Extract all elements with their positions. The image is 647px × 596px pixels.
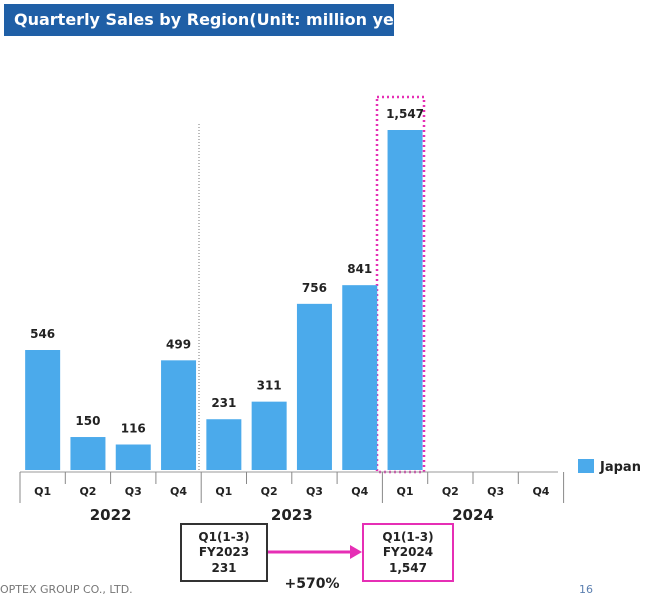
comparison-box-fy2023 bbox=[180, 523, 268, 582]
bar-4 bbox=[161, 360, 197, 470]
comparison-box-fy2024 bbox=[362, 523, 454, 582]
footer-company: OPTEX GROUP CO., LTD. bbox=[0, 583, 133, 596]
category-label-8: Q4 bbox=[351, 485, 368, 498]
comparison-fy2024-line3: 1,547 bbox=[389, 561, 427, 575]
category-label-3: Q3 bbox=[125, 485, 142, 498]
legend-label-japan: Japan bbox=[599, 460, 641, 475]
category-label-6: Q2 bbox=[261, 485, 278, 498]
bar-value-label-8: 841 bbox=[347, 262, 372, 276]
bar-value-label-4: 499 bbox=[166, 337, 191, 351]
bar-value-label-1: 546 bbox=[30, 327, 55, 341]
category-label-2: Q2 bbox=[79, 485, 96, 498]
bar-value-label-7: 756 bbox=[302, 281, 327, 295]
bar-1 bbox=[25, 350, 61, 470]
comparison-fy2024-line1: Q1(1-3) bbox=[382, 530, 433, 544]
comparison-fy2023-line2: FY2023 bbox=[199, 545, 249, 559]
bar-value-label-3: 116 bbox=[121, 422, 146, 436]
year-label-2024: 2024 bbox=[452, 506, 494, 524]
year-label-2023: 2023 bbox=[271, 506, 313, 524]
category-label-5: Q1 bbox=[215, 485, 232, 498]
growth-rate-label: +570% bbox=[285, 576, 340, 592]
bar-9 bbox=[387, 130, 423, 470]
category-label-10: Q2 bbox=[442, 485, 459, 498]
comparison-fy2023-line1: Q1(1-3) bbox=[198, 530, 249, 544]
category-label-7: Q3 bbox=[306, 485, 323, 498]
legend-swatch-japan bbox=[578, 459, 594, 473]
page-title: Quarterly Sales by Region(Unit: million … bbox=[4, 4, 413, 36]
bar-2 bbox=[70, 437, 106, 470]
bar-7 bbox=[296, 303, 332, 470]
bar-3 bbox=[115, 444, 151, 470]
bar-5 bbox=[206, 419, 242, 470]
category-label-1: Q1 bbox=[34, 485, 51, 498]
bar-value-label-9: 1,547 bbox=[386, 107, 424, 121]
comparison-arrow-head bbox=[350, 545, 362, 559]
category-label-11: Q3 bbox=[487, 485, 504, 498]
comparison-fy2024-line2: FY2024 bbox=[383, 545, 433, 559]
bar-value-label-2: 150 bbox=[75, 414, 100, 428]
bar-6 bbox=[251, 401, 287, 470]
footer-page-number: 16 bbox=[579, 583, 593, 596]
bar-value-label-6: 311 bbox=[257, 379, 282, 393]
bar-value-label-5: 231 bbox=[211, 396, 236, 410]
category-label-4: Q4 bbox=[170, 485, 187, 498]
year-label-2022: 2022 bbox=[90, 506, 132, 524]
category-label-9: Q1 bbox=[397, 485, 414, 498]
category-label-12: Q4 bbox=[532, 485, 549, 498]
bar-8 bbox=[342, 285, 378, 470]
comparison-fy2023-line3: 231 bbox=[211, 561, 236, 575]
